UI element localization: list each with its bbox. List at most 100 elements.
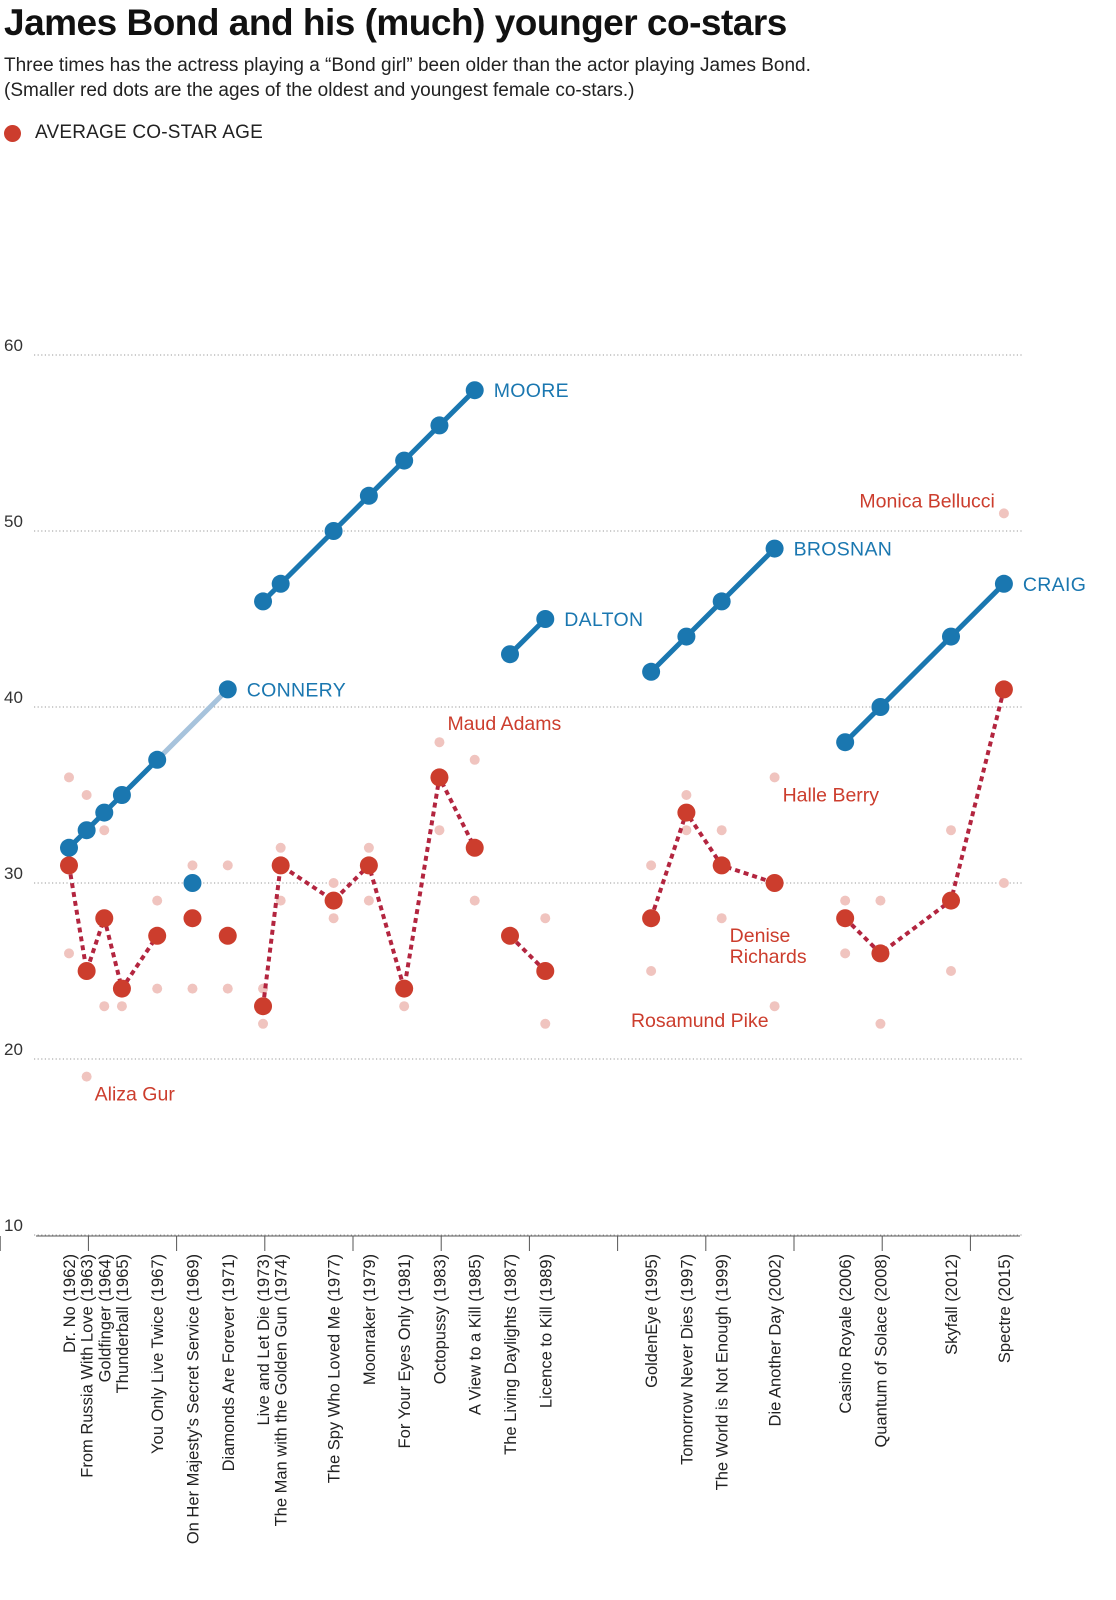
annotation-denise-richards-line-1: Denise <box>730 925 791 947</box>
costar-avg-dot-1969 <box>183 909 202 928</box>
costar-avg-dot-1979 <box>359 856 378 875</box>
film-label-2015: Spectre (2015) <box>996 1254 1014 1363</box>
annotation-rosamund-pike: Rosamund Pike <box>631 1010 769 1032</box>
costar-max-dot-2002 <box>769 772 780 783</box>
costar-max-dot-1963 <box>81 790 92 800</box>
film-label-1979: Moonraker (1979) <box>361 1254 379 1385</box>
costar-avg-dot-2002 <box>765 874 784 892</box>
costar-max-dot-1971 <box>222 860 233 871</box>
bond-age-dot-1999 <box>712 592 731 611</box>
film-label-1981: For Your Eyes Only (1981) <box>396 1254 414 1448</box>
subtitle-line-2: (Smaller red dots are the ages of the ol… <box>4 80 635 101</box>
bond-age-dot-1964 <box>95 803 114 822</box>
bond-line-1967-1971 <box>154 686 231 763</box>
annotation-halle-berry-line-1: Halle Berry <box>783 784 880 806</box>
film-label-1969: On Her Majesty's Secret Service (1969) <box>184 1254 202 1544</box>
costar-min-dot-1999 <box>716 913 727 924</box>
bond-age-dot-2002 <box>765 539 784 558</box>
legend-label: AVERAGE CO-STAR AGE <box>35 122 263 143</box>
costar-min-dot-1963 <box>81 1071 92 1082</box>
film-label-1973: Live and Let Die (1973) <box>255 1254 273 1426</box>
y-tick-label-50: 50 <box>4 512 23 531</box>
bond-age-dot-1985 <box>465 381 484 400</box>
bond-age-dot-1997 <box>677 627 696 646</box>
costar-min-dot-1989 <box>540 1018 551 1029</box>
costar-max-dot-1969 <box>187 860 198 871</box>
film-label-2002: Die Another Day (2002) <box>767 1254 785 1426</box>
bond-age-dot-2015 <box>994 574 1013 593</box>
annotation-monica-bellucci: Monica Bellucci <box>859 490 994 512</box>
film-label-1987: The Living Daylights (1987) <box>502 1254 520 1455</box>
costar-min-dot-1979 <box>363 895 374 906</box>
costar-avg-dot-2008 <box>871 944 890 963</box>
film-label-1997: Tomorrow Never Dies (1997) <box>678 1254 696 1465</box>
costar-min-dot-2006 <box>840 948 851 959</box>
bond-age-dot-1965 <box>112 786 131 804</box>
bond-age-dot-1969 <box>183 874 202 892</box>
costar-min-dot-2002 <box>769 1001 780 1012</box>
y-tick-label-40: 40 <box>4 688 23 707</box>
costar-avg-dot-1965 <box>112 979 131 998</box>
annotation-aliza-gur-line-1: Aliza Gur <box>95 1084 176 1106</box>
costar-max-dot-1974 <box>275 842 286 853</box>
costar-max-dot-1962 <box>64 772 74 783</box>
costar-max-dot-2015 <box>998 508 1009 519</box>
costar-min-dot-2008 <box>875 1018 886 1029</box>
annotation-denise-richards-line-2: Richards <box>730 946 807 968</box>
annotation-monica-bellucci-line-1: Monica Bellucci <box>859 490 994 512</box>
bond-age-dot-1962 <box>60 838 78 857</box>
legend-swatch <box>4 124 21 142</box>
costar-max-dot-1985 <box>469 754 480 765</box>
costar-min-dot-1995 <box>646 966 657 976</box>
bond-age-dot-1971 <box>218 680 237 699</box>
bond-age-dot-1963 <box>77 821 96 840</box>
actor-label-brosnan: BROSNAN <box>794 539 893 561</box>
bond-age-dot-2006 <box>836 733 855 752</box>
costar-min-dot-1973 <box>258 1018 269 1029</box>
bond-age-dot-1973 <box>254 592 273 611</box>
costar-min-dot-1967 <box>152 983 163 994</box>
film-label-1977: The Spy Who Loved Me (1977) <box>326 1254 344 1483</box>
bond-age-dot-1967 <box>148 750 167 769</box>
costar-avg-dot-1989 <box>536 962 555 980</box>
costar-min-dot-1965 <box>116 1001 127 1012</box>
costar-min-dot-1969 <box>187 983 198 994</box>
costar-max-dot-1979 <box>363 842 374 853</box>
y-tick-label-20: 20 <box>4 1040 23 1059</box>
bond-line-1995-2002 <box>648 546 778 675</box>
costar-max-dot-1999 <box>716 825 727 836</box>
costar-line-1973-1985 <box>261 775 477 1007</box>
bond-age-dot-1977 <box>324 522 343 540</box>
costar-avg-dot-1997 <box>677 803 696 822</box>
bond-line-2006-2015 <box>842 581 1007 745</box>
bond-age-dot-1983 <box>430 416 449 435</box>
y-tick-label-10: 10 <box>4 1216 23 1235</box>
costar-avg-dot-1985 <box>465 838 484 857</box>
costar-min-dot-1964 <box>99 1001 110 1012</box>
film-label-1965: Thunderball (1965) <box>114 1254 132 1393</box>
annotation-denise-richards: Denise Richards <box>730 925 807 968</box>
bond-age-dot-1995 <box>642 662 661 681</box>
actor-label-craig: CRAIG <box>1023 574 1086 596</box>
costar-avg-dot-1967 <box>148 926 167 945</box>
costar-avg-dot-1973 <box>254 997 273 1016</box>
film-label-1999: The World is Not Enough (1999) <box>714 1254 732 1490</box>
costar-avg-dot-1987 <box>501 926 519 945</box>
film-label-1983: Octopussy (1983) <box>431 1254 449 1384</box>
costar-min-dot-1971 <box>222 983 233 994</box>
film-label-1963: From Russia With Love (1963) <box>79 1254 97 1478</box>
actor-label-moore: MOORE <box>494 380 569 402</box>
bond-age-dot-1979 <box>359 486 378 505</box>
film-label-1971: Diamonds Are Forever (1971) <box>220 1254 238 1471</box>
legend: AVERAGE CO-STAR AGE <box>4 122 263 144</box>
annotation-halle-berry: Halle Berry <box>783 784 880 806</box>
costar-min-dot-1962 <box>64 948 74 959</box>
costar-max-dot-1977 <box>328 878 339 888</box>
costar-avg-dot-1964 <box>95 909 114 928</box>
costar-avg-dot-2012 <box>942 891 960 910</box>
costar-max-dot-1983 <box>434 737 445 748</box>
costar-max-dot-2006 <box>840 895 851 906</box>
film-label-2008: Quantum of Solace (2008) <box>872 1254 890 1448</box>
costar-min-dot-1983 <box>434 825 445 836</box>
